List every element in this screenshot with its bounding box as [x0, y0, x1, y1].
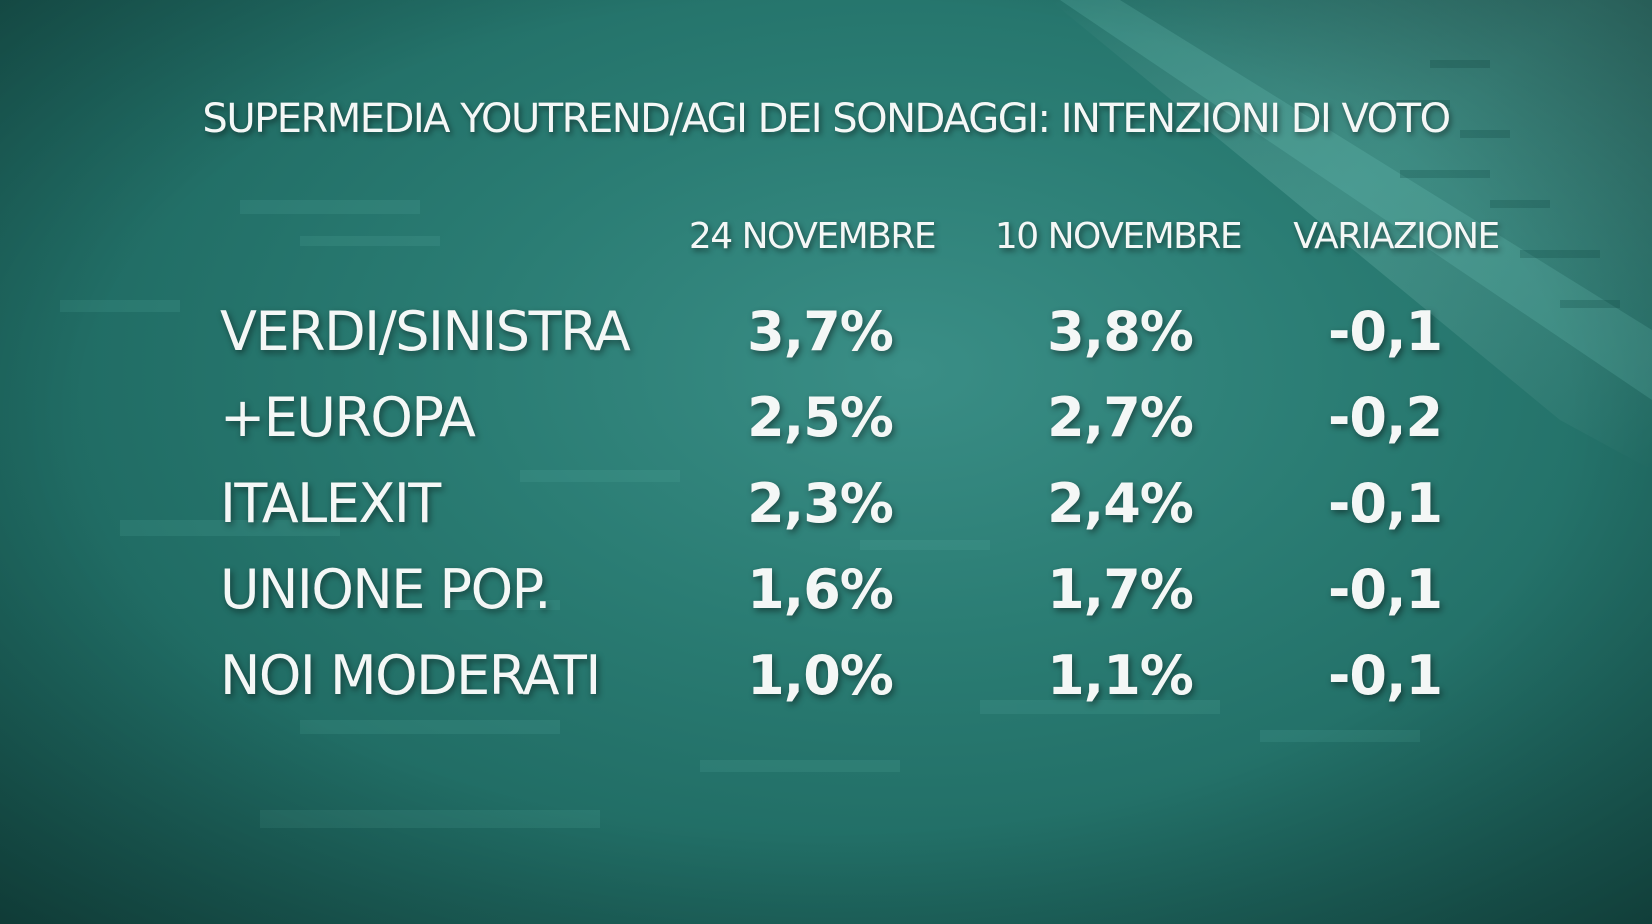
party-label: +EUROPA	[220, 386, 476, 449]
value-24-novembre: 1,0%	[747, 644, 894, 707]
party-label: NOI MODERATI	[220, 644, 601, 707]
value-24-novembre: 3,7%	[747, 300, 894, 363]
value-variazione: -0,1	[1327, 472, 1443, 535]
column-header-24-novembre: 24 NOVEMBRE	[688, 216, 937, 257]
value-24-novembre: 2,3%	[747, 472, 894, 535]
value-24-novembre: 2,5%	[747, 386, 894, 449]
column-header-variazione: VARIAZIONE	[1293, 216, 1500, 257]
value-10-novembre: 1,1%	[1047, 644, 1194, 707]
value-variazione: -0,1	[1327, 300, 1443, 363]
party-label: VERDI/SINISTRA	[220, 300, 631, 363]
party-label: ITALEXIT	[220, 472, 441, 535]
table-row: NOI MODERATI 1,0% 1,1% -0,1	[0, 644, 1652, 724]
table-row: UNIONE POP. 1,6% 1,7% -0,1	[0, 558, 1652, 638]
table-row: ITALEXIT 2,3% 2,4% -0,1	[0, 472, 1652, 552]
column-header-10-novembre: 10 NOVEMBRE	[994, 216, 1243, 257]
chart-title: SUPERMEDIA YOUTREND/AGI DEI SONDAGGI: IN…	[202, 96, 1451, 142]
value-24-novembre: 1,6%	[747, 558, 894, 621]
party-label: UNIONE POP.	[220, 558, 551, 621]
value-variazione: -0,1	[1327, 644, 1443, 707]
value-10-novembre: 2,4%	[1047, 472, 1194, 535]
value-10-novembre: 1,7%	[1047, 558, 1194, 621]
value-variazione: -0,1	[1327, 558, 1443, 621]
value-variazione: -0,2	[1327, 386, 1443, 449]
value-10-novembre: 2,7%	[1047, 386, 1194, 449]
table-row: VERDI/SINISTRA 3,7% 3,8% -0,1	[0, 300, 1652, 380]
value-10-novembre: 3,8%	[1047, 300, 1194, 363]
table-row: +EUROPA 2,5% 2,7% -0,2	[0, 386, 1652, 466]
